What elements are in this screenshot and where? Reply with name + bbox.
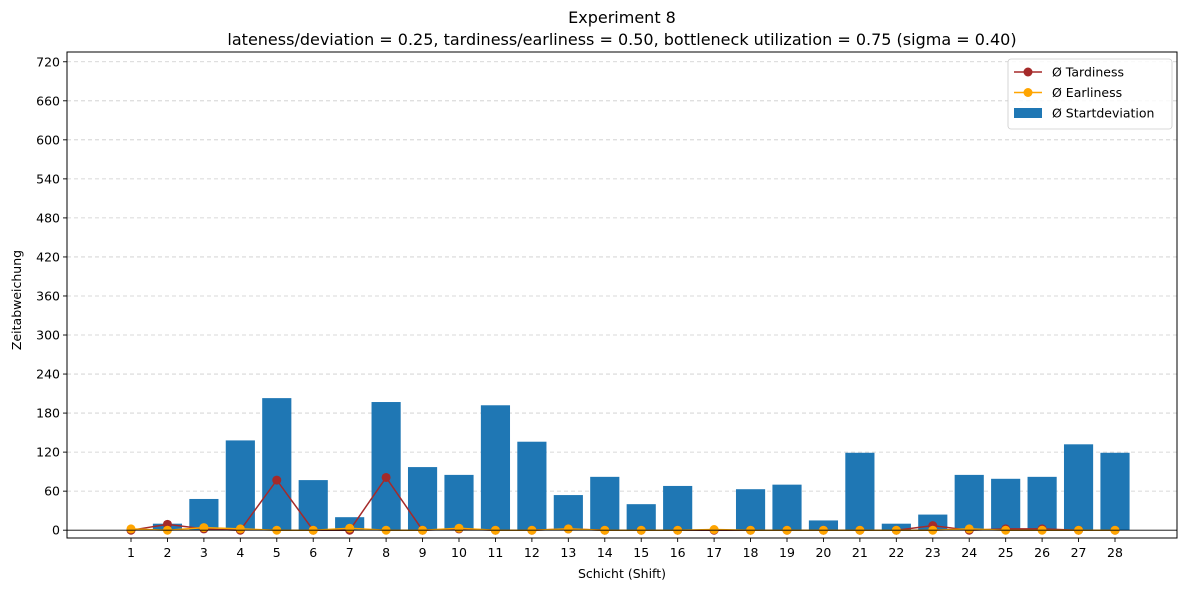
chart-title: Experiment 8 — [568, 8, 676, 27]
x-tick-label: 12 — [524, 545, 540, 560]
x-tick-label: 21 — [852, 545, 868, 560]
x-tick-label: 9 — [419, 545, 427, 560]
data-point — [454, 523, 464, 533]
y-tick-label: 0 — [52, 523, 60, 538]
bar — [517, 441, 547, 531]
y-tick-label: 720 — [36, 54, 60, 69]
y-tick-label: 180 — [36, 406, 60, 421]
y-tick-label: 660 — [36, 93, 60, 108]
data-point — [235, 524, 245, 534]
bar — [1063, 444, 1094, 531]
y-tick-label: 240 — [36, 367, 60, 382]
line-series — [126, 472, 1120, 535]
data-point — [709, 525, 719, 535]
data-point — [126, 524, 136, 534]
x-tick-label: 8 — [382, 545, 390, 560]
x-axis-label: Schicht (Shift) — [578, 566, 666, 581]
bar — [444, 474, 474, 531]
bar — [298, 480, 328, 531]
legend: Ø Tardiness Ø Earliness Ø Startdeviation — [1007, 58, 1173, 130]
data-point — [272, 475, 282, 485]
data-point — [563, 524, 573, 534]
bar — [735, 489, 766, 531]
legend-label: Ø Earliness — [1052, 85, 1122, 100]
y-axis-ticks: 0 60 120 180 240 300 360 420 480 540 600 660 720 — [36, 54, 67, 538]
x-tick-label: 11 — [487, 545, 503, 560]
x-tick-label: 14 — [597, 545, 613, 560]
x-tick-label: 26 — [1034, 545, 1050, 560]
x-tick-label: 19 — [779, 545, 795, 560]
chart-subtitle: lateness/deviation = 0.25, tardiness/ear… — [227, 30, 1016, 49]
bar — [553, 495, 583, 531]
x-tick-label: 20 — [815, 545, 831, 560]
x-axis-ticks: 1 2 3 4 5 6 7 8 9 10 11 12 13 14 15 16 17 18 19 20 21 22 23 24 2… — [127, 538, 1123, 560]
bar — [663, 485, 693, 531]
y-axis-label: Zeitabweichung — [9, 250, 24, 350]
legend-box — [1007, 58, 1173, 130]
x-tick-label: 16 — [670, 545, 686, 560]
legend-label: Ø Startdeviation — [1052, 106, 1154, 121]
bar — [845, 452, 875, 531]
y-tick-label: 540 — [36, 171, 60, 186]
legend-label: Ø Tardiness — [1052, 65, 1124, 80]
y-tick-label: 120 — [36, 445, 60, 460]
x-tick-label: 28 — [1107, 545, 1123, 560]
bar — [407, 467, 438, 531]
bar — [480, 405, 511, 531]
x-tick-label: 18 — [743, 545, 759, 560]
y-tick-label: 300 — [36, 328, 60, 343]
x-tick-label: 22 — [888, 545, 904, 560]
x-tick-label: 15 — [633, 545, 649, 560]
y-tick-label: 600 — [36, 132, 60, 147]
x-tick-label: 23 — [925, 545, 941, 560]
data-point — [381, 472, 391, 482]
bar — [262, 398, 292, 531]
plot-frame — [66, 51, 1178, 539]
data-point — [345, 523, 355, 533]
y-tick-label: 420 — [36, 249, 60, 264]
x-tick-label: 5 — [273, 545, 281, 560]
y-tick-label: 480 — [36, 210, 60, 225]
x-tick-label: 24 — [961, 545, 977, 560]
legend-bar-swatch — [1014, 108, 1042, 118]
bar — [1100, 452, 1130, 531]
bar — [772, 484, 802, 531]
x-tick-label: 27 — [1071, 545, 1087, 560]
y-tick-label: 360 — [36, 288, 60, 303]
x-tick-label: 25 — [998, 545, 1014, 560]
bar — [590, 476, 620, 531]
x-tick-label: 6 — [309, 545, 317, 560]
x-tick-label: 2 — [163, 545, 171, 560]
bar-series — [152, 398, 1130, 531]
y-tick-label: 60 — [44, 484, 60, 499]
x-tick-label: 4 — [236, 545, 244, 560]
x-tick-label: 3 — [200, 545, 208, 560]
bar — [808, 520, 839, 531]
legend-marker — [1023, 88, 1033, 97]
legend-marker — [1023, 67, 1033, 77]
x-tick-label: 10 — [451, 545, 467, 560]
bar — [954, 474, 984, 531]
bar — [1027, 476, 1057, 531]
bar — [371, 402, 401, 531]
bar — [991, 478, 1021, 531]
data-point — [199, 523, 209, 533]
x-tick-label: 7 — [346, 545, 354, 560]
x-tick-label: 17 — [706, 545, 722, 560]
data-point — [964, 524, 974, 534]
x-tick-label: 1 — [127, 545, 135, 560]
x-tick-label: 13 — [560, 545, 576, 560]
bar — [225, 440, 255, 531]
